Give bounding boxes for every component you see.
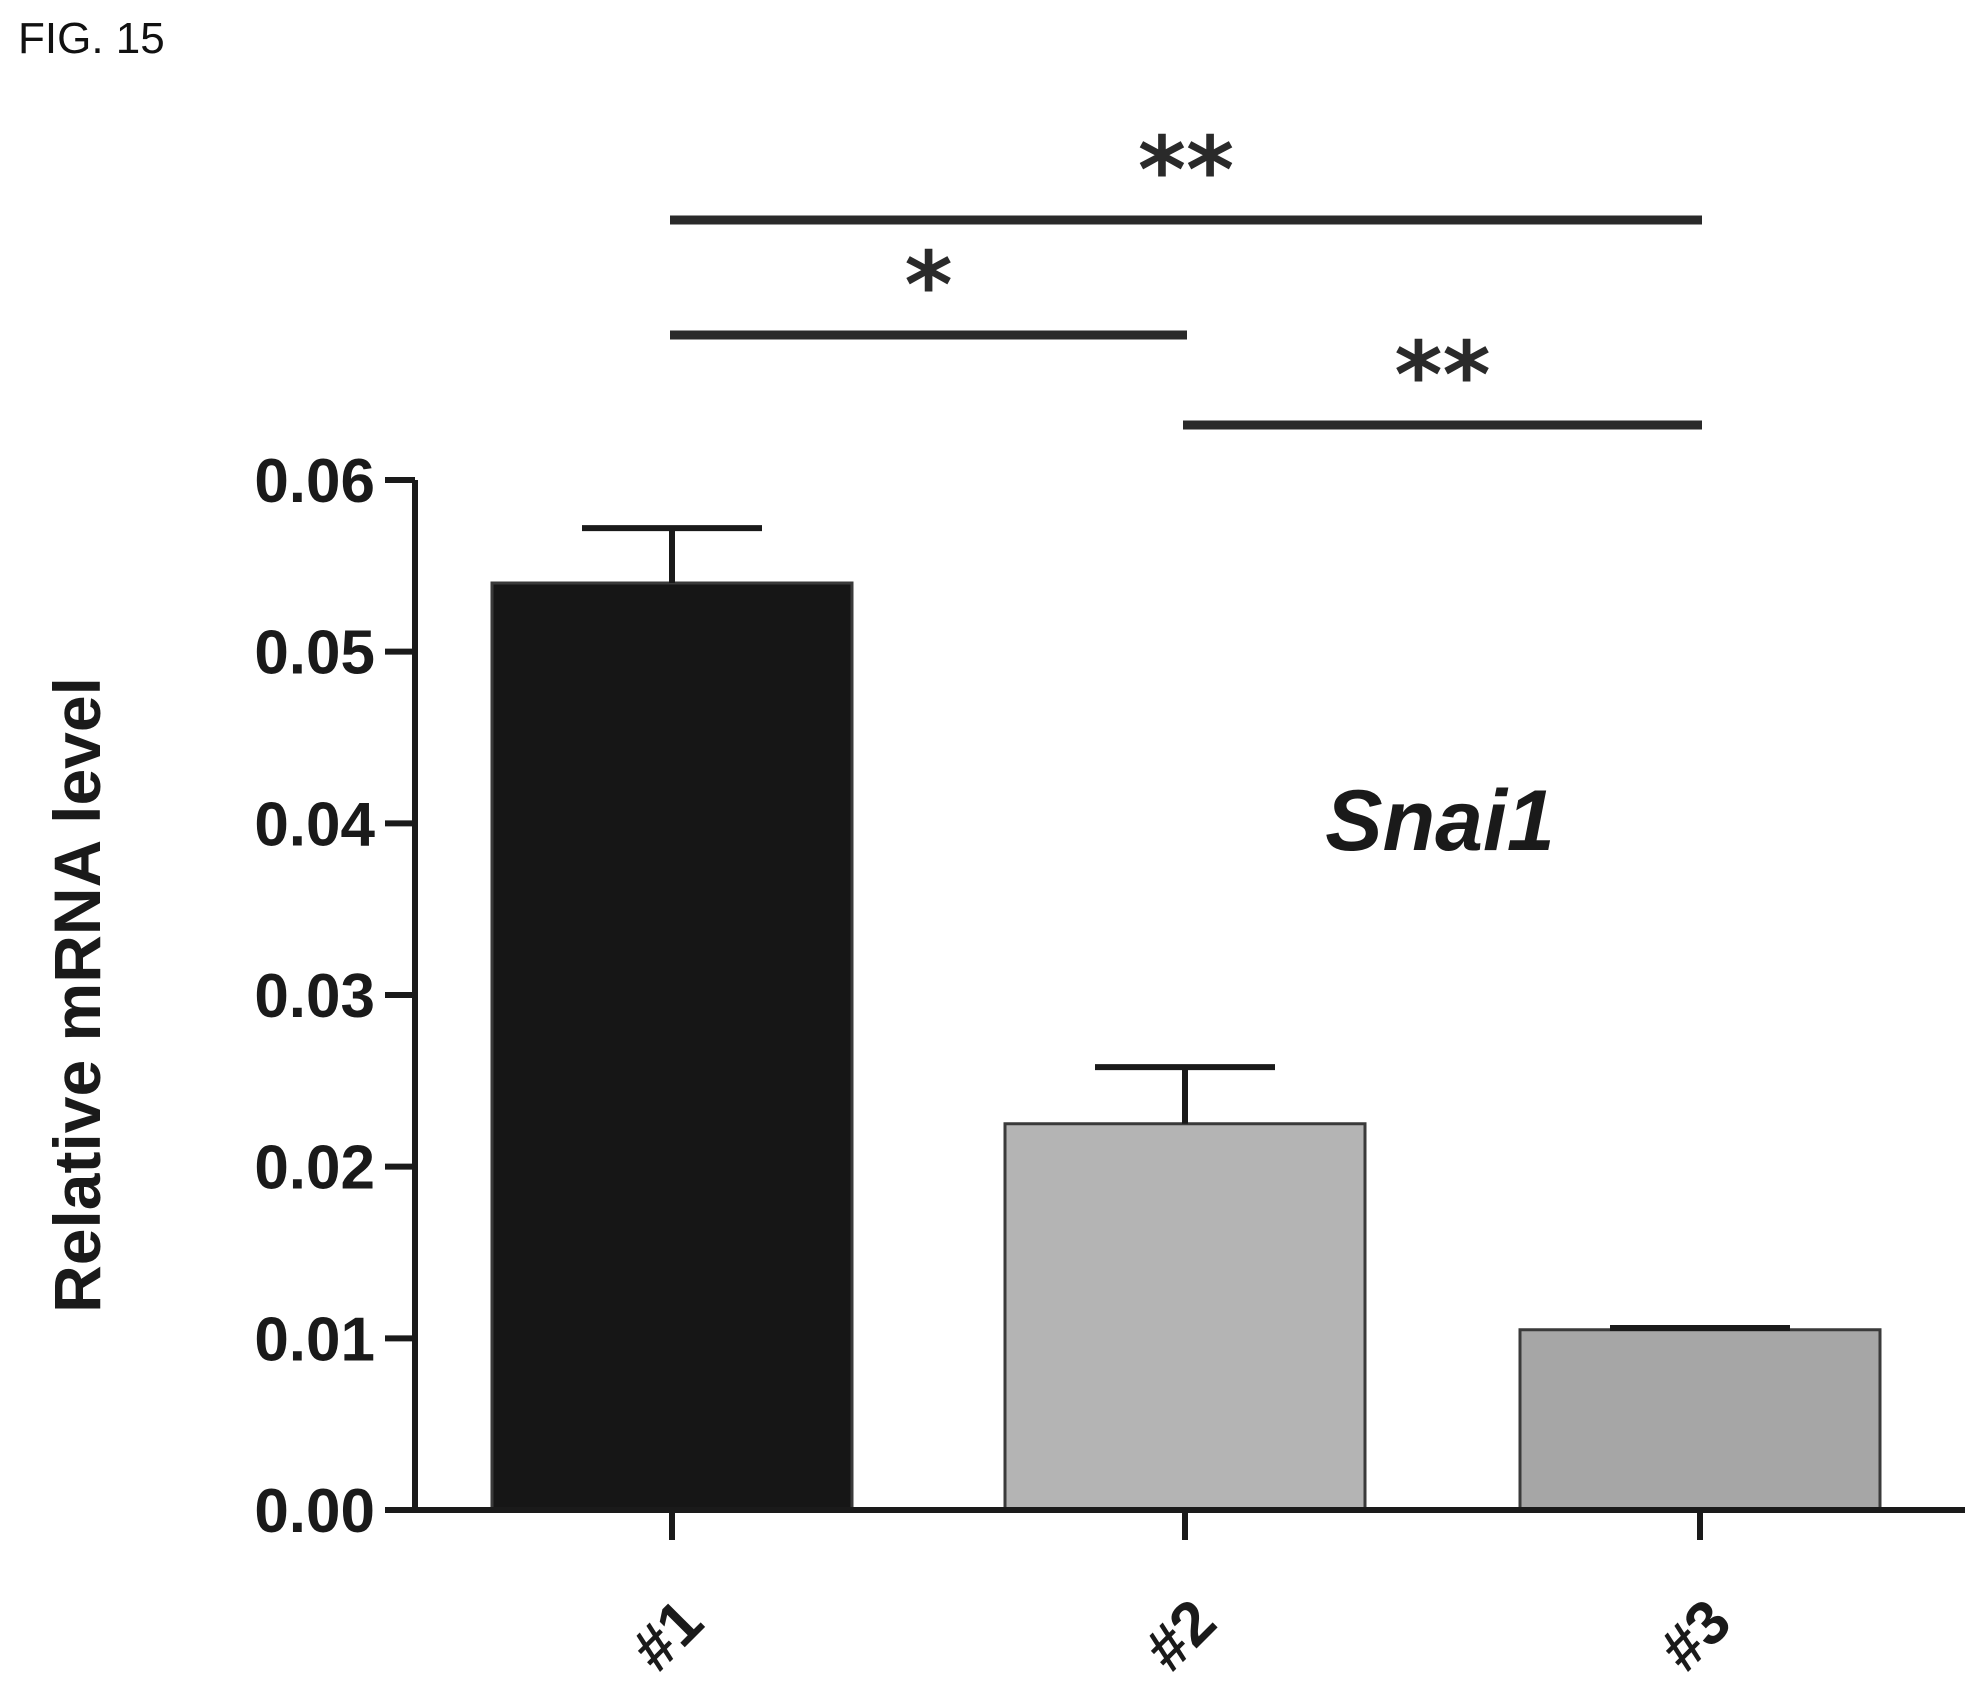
x-category-label: #1 [619, 1587, 717, 1685]
y-tick-label: 0.05 [254, 619, 375, 688]
y-axis-label: Relative mRNA level [40, 677, 114, 1313]
error-bars-layer [582, 525, 1790, 1332]
bar-2 [1003, 1122, 1367, 1512]
y-tick-label: 0.06 [254, 447, 375, 516]
x-ticks-layer: #1 #2 #3 [619, 1510, 1745, 1685]
y-ticks-layer: 0.00 0.01 0.02 0.03 0.04 0.05 0.06 [254, 447, 415, 1546]
significance-label: * [904, 232, 952, 339]
y-tick-label: 0.03 [254, 962, 375, 1031]
x-category-label: #2 [1132, 1587, 1230, 1685]
significance-layer: ***** [670, 117, 1702, 430]
gene-annotation: Snai1 [1325, 773, 1554, 869]
y-tick-label: 0.01 [254, 1305, 375, 1374]
y-tick-label: 0.00 [254, 1477, 375, 1546]
x-category-label: #3 [1647, 1587, 1745, 1685]
bars-layer [490, 581, 1882, 1512]
y-tick-label: 0.04 [254, 790, 375, 859]
figure-label: FIG. 15 [18, 14, 165, 63]
significance-label: ** [1394, 322, 1490, 429]
bar-3 [1518, 1328, 1882, 1512]
y-tick-label: 0.02 [254, 1134, 375, 1203]
significance-label: ** [1138, 117, 1234, 224]
bar-1 [490, 581, 854, 1512]
